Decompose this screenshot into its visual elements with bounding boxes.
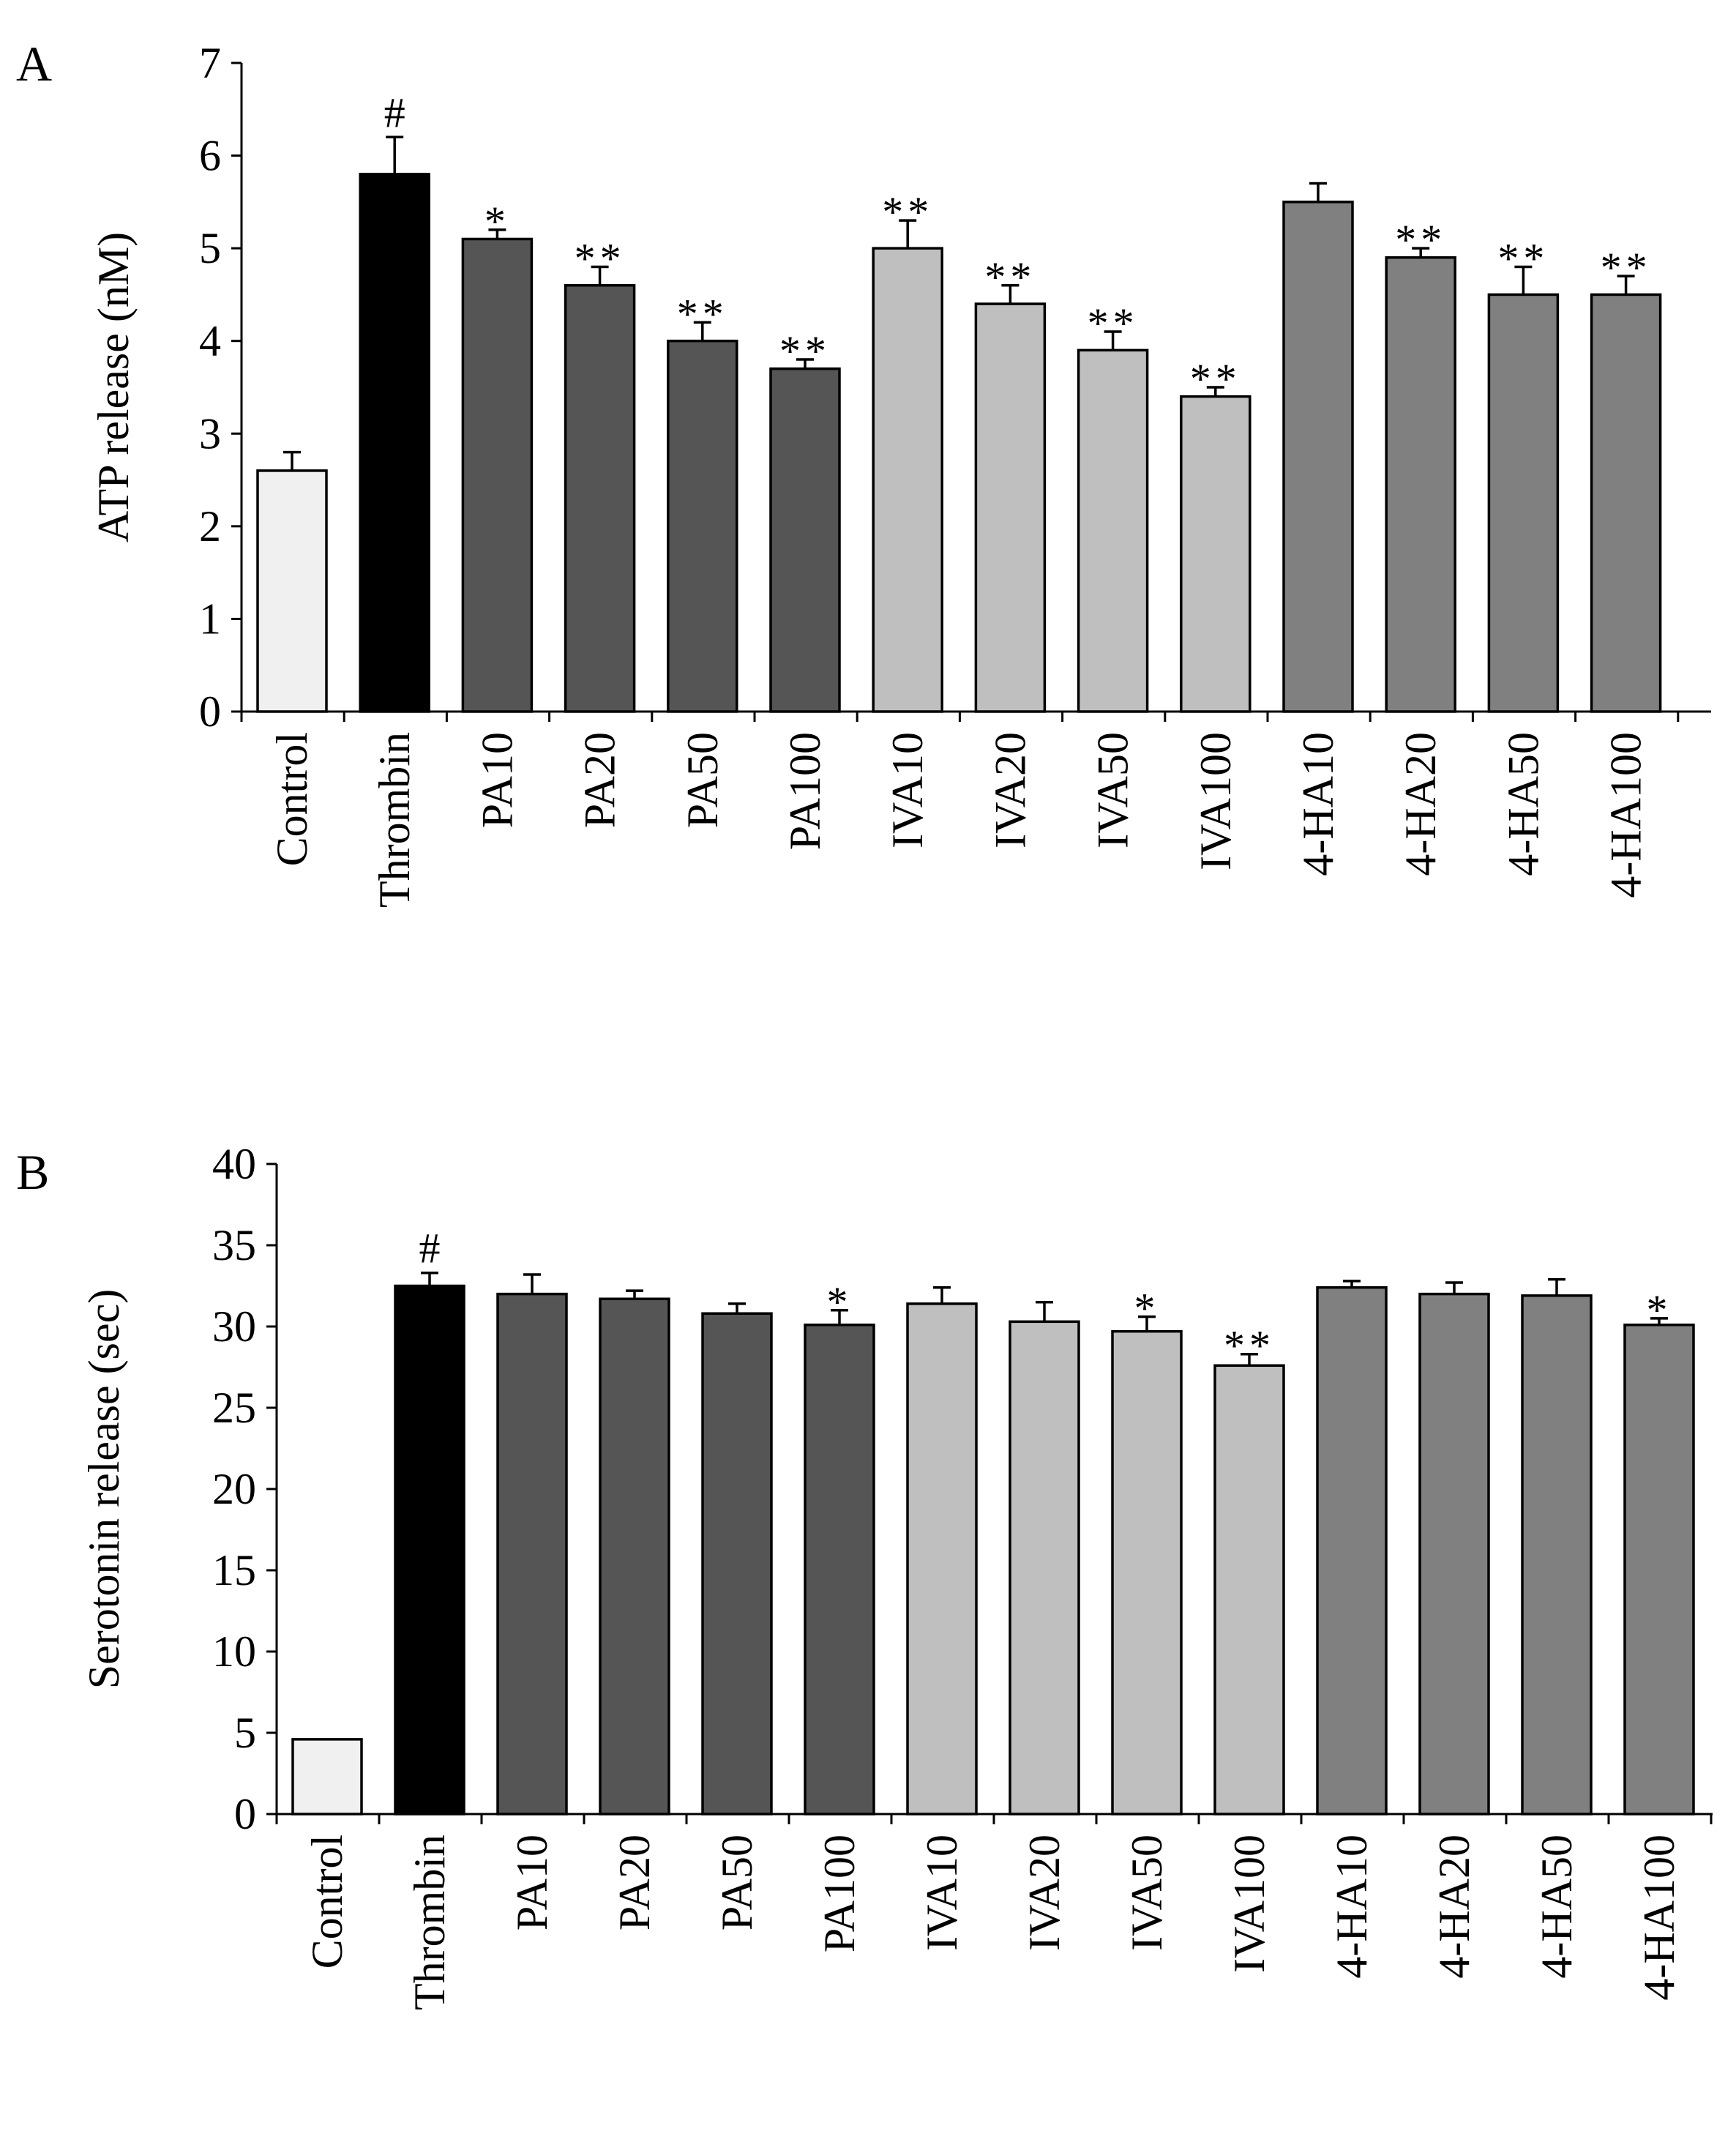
bar-iva100 (1180, 395, 1252, 713)
x-tick-label: 4-HA20 (1396, 732, 1445, 876)
bar-pa100 (804, 1324, 875, 1816)
x-tick-label: IVA50 (1089, 732, 1137, 848)
x-tick-label: PA50 (678, 732, 727, 828)
x-tick-label: 4-HA100 (1602, 732, 1650, 898)
bar-4-ha100 (1590, 293, 1662, 713)
y-tick-label: 5 (199, 224, 221, 272)
bar-pa20 (599, 1297, 670, 1816)
significance-label: ** (1497, 234, 1549, 282)
significance-label: # (419, 1225, 441, 1272)
y-tick-label: 3 (199, 409, 221, 458)
y-tick-label: 15 (212, 1546, 256, 1594)
x-tick-label: IVA10 (883, 732, 932, 848)
bar-thrombin (359, 173, 430, 713)
bar-4-ha20 (1385, 256, 1456, 713)
bar-4-ha10 (1316, 1286, 1388, 1816)
x-tick-label: IVA50 (1123, 1835, 1171, 1951)
significance-label: # (384, 89, 405, 136)
x-tick-label: 4-HA50 (1499, 732, 1547, 876)
y-tick-label: 2 (199, 502, 221, 551)
significance-label: * (484, 198, 510, 245)
bar-iva100 (1213, 1364, 1285, 1816)
y-tick-label: 35 (212, 1221, 256, 1269)
bar-control (291, 1738, 363, 1816)
significance-label: ** (1395, 216, 1446, 264)
significance-label: * (1134, 1285, 1160, 1332)
bar-4-ha50 (1487, 293, 1560, 713)
bar-pa20 (564, 284, 636, 713)
y-tick-label: 1 (199, 594, 221, 643)
significance-label: ** (575, 234, 626, 282)
bar-iva50 (1077, 348, 1149, 713)
x-tick-label: IVA20 (986, 732, 1034, 848)
x-tick-label: IVA20 (1020, 1835, 1069, 1951)
x-tick-label: IVA100 (1225, 1835, 1273, 1973)
x-tick-label: PA50 (713, 1835, 761, 1930)
x-tick-label: IVA100 (1191, 732, 1240, 870)
bar-iva20 (974, 302, 1047, 713)
bar-iva20 (1009, 1320, 1080, 1816)
y-tick-label: 5 (234, 1709, 256, 1757)
x-tick-label: 4-HA10 (1328, 1835, 1376, 1979)
significance-label: ** (779, 327, 831, 375)
bar-pa10 (496, 1292, 568, 1816)
x-tick-label: 4-HA10 (1294, 732, 1342, 876)
bar-pa50 (701, 1312, 773, 1816)
bar-iva50 (1111, 1329, 1183, 1816)
significance-label: ** (1224, 1322, 1275, 1370)
y-tick-label: 0 (199, 687, 221, 736)
bar-iva10 (906, 1302, 978, 1816)
bar-pa100 (769, 367, 841, 713)
x-tick-label: PA10 (508, 1835, 556, 1930)
y-tick-label: 20 (212, 1465, 256, 1513)
significance-label: ** (1190, 355, 1241, 403)
panel-b: B Serotonin release (sec) 0 5 10 15 20 25 30 35 40… (16, 1140, 1713, 2010)
bar-pa10 (461, 237, 534, 713)
y-tick-label: 25 (212, 1384, 256, 1432)
significance-label: ** (1088, 299, 1139, 347)
x-tick-label: Thrombin (370, 732, 419, 908)
bar-4-ha20 (1418, 1292, 1490, 1816)
panel-label: B (16, 1144, 49, 1200)
y-tick-label: 7 (199, 39, 221, 87)
y-axis-label: ATP release (nM) (89, 232, 138, 542)
significance-label: * (1647, 1286, 1672, 1334)
x-tick-label: Thrombin (405, 1835, 454, 2010)
panel-label: A (16, 36, 52, 92)
y-tick-label: 4 (199, 317, 221, 365)
x-tick-label: PA20 (576, 732, 624, 828)
bar-4-ha50 (1521, 1294, 1593, 1816)
y-tick-label: 40 (212, 1140, 256, 1188)
significance-label: ** (677, 290, 728, 337)
x-tick-label: PA100 (781, 732, 829, 850)
bar-4-ha10 (1282, 201, 1354, 713)
significance-label: ** (1601, 244, 1652, 291)
x-tick-label: PA20 (610, 1835, 659, 1930)
y-tick-label: 6 (199, 132, 221, 180)
x-tick-label: 4-HA20 (1430, 1835, 1478, 1979)
x-tick-label: 4-HA100 (1635, 1835, 1683, 2001)
bar-thrombin (394, 1284, 465, 1816)
significance-label: * (827, 1278, 853, 1326)
x-tick-label: Control (268, 732, 316, 866)
bar-control (256, 469, 328, 713)
bar-pa50 (667, 339, 738, 713)
bar-4-ha100 (1623, 1324, 1695, 1816)
y-tick-label: 10 (212, 1627, 256, 1676)
x-tick-label: 4-HA50 (1533, 1835, 1581, 1979)
bar-iva10 (872, 247, 943, 713)
panel-a: A ATP release (nM) 0 1 2 3 4 5 6 7 Control # Thrombi… (16, 36, 1711, 908)
y-tick-label: 30 (212, 1302, 256, 1351)
x-tick-label: IVA10 (918, 1835, 966, 1951)
y-tick-label: 0 (234, 1790, 256, 1838)
significance-label: ** (984, 253, 1036, 301)
x-tick-label: Control (303, 1835, 351, 1969)
significance-label: ** (882, 188, 933, 236)
x-tick-label: PA100 (815, 1835, 864, 1952)
x-tick-label: PA10 (473, 732, 521, 828)
y-axis-label: Serotonin release (sec) (80, 1289, 128, 1689)
